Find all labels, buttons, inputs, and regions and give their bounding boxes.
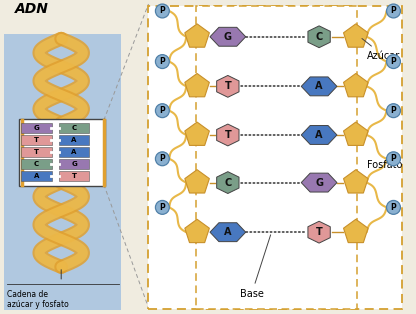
- Circle shape: [156, 55, 169, 68]
- Polygon shape: [185, 170, 209, 193]
- Circle shape: [156, 152, 169, 166]
- FancyBboxPatch shape: [21, 147, 52, 157]
- Text: T: T: [34, 137, 39, 143]
- Text: T: T: [72, 173, 77, 179]
- Text: T: T: [225, 130, 231, 140]
- Polygon shape: [344, 122, 368, 145]
- Text: A: A: [72, 137, 77, 143]
- Circle shape: [156, 200, 169, 214]
- Text: C: C: [224, 178, 231, 187]
- Polygon shape: [217, 172, 239, 193]
- Polygon shape: [344, 219, 368, 243]
- Text: P: P: [159, 203, 165, 212]
- Polygon shape: [210, 223, 246, 242]
- FancyBboxPatch shape: [21, 171, 52, 181]
- Polygon shape: [301, 173, 337, 192]
- Text: P: P: [159, 154, 165, 163]
- Circle shape: [386, 4, 401, 18]
- Circle shape: [386, 200, 401, 214]
- Polygon shape: [308, 26, 330, 48]
- Text: T: T: [316, 227, 322, 237]
- Text: C: C: [72, 125, 77, 131]
- Polygon shape: [185, 73, 209, 97]
- Polygon shape: [344, 73, 368, 97]
- Text: G: G: [71, 161, 77, 167]
- Text: P: P: [159, 57, 165, 66]
- Text: G: G: [315, 178, 323, 187]
- Polygon shape: [301, 126, 337, 144]
- Polygon shape: [308, 221, 330, 243]
- Text: P: P: [391, 106, 396, 115]
- FancyBboxPatch shape: [4, 34, 121, 310]
- Text: P: P: [391, 57, 396, 66]
- Text: Cadena de
azúcar y fosfato: Cadena de azúcar y fosfato: [7, 290, 68, 309]
- Circle shape: [156, 4, 169, 18]
- Text: A: A: [315, 130, 323, 140]
- Text: P: P: [159, 7, 165, 15]
- Text: G: G: [34, 125, 39, 131]
- Text: Fosfato: Fosfato: [367, 160, 402, 170]
- FancyBboxPatch shape: [59, 123, 89, 133]
- Polygon shape: [217, 75, 239, 97]
- Polygon shape: [344, 170, 368, 193]
- FancyBboxPatch shape: [196, 6, 357, 309]
- Text: ADN: ADN: [15, 2, 48, 16]
- Polygon shape: [185, 122, 209, 145]
- Text: C: C: [34, 161, 39, 167]
- Text: P: P: [391, 154, 396, 163]
- Text: A: A: [34, 173, 39, 179]
- Circle shape: [386, 152, 401, 166]
- Circle shape: [156, 104, 169, 118]
- FancyBboxPatch shape: [59, 171, 89, 181]
- Polygon shape: [185, 24, 209, 47]
- FancyBboxPatch shape: [21, 159, 52, 169]
- FancyBboxPatch shape: [19, 119, 105, 186]
- Polygon shape: [217, 124, 239, 146]
- FancyBboxPatch shape: [59, 135, 89, 145]
- FancyBboxPatch shape: [21, 135, 52, 145]
- FancyBboxPatch shape: [59, 147, 89, 157]
- Text: Base: Base: [240, 235, 271, 299]
- Circle shape: [386, 104, 401, 118]
- Text: Azúcar: Azúcar: [362, 39, 400, 61]
- Text: C: C: [315, 32, 323, 42]
- Text: P: P: [391, 203, 396, 212]
- Text: A: A: [315, 81, 323, 91]
- Text: A: A: [224, 227, 232, 237]
- Text: P: P: [391, 7, 396, 15]
- FancyBboxPatch shape: [21, 123, 52, 133]
- FancyBboxPatch shape: [149, 6, 402, 309]
- Text: P: P: [159, 106, 165, 115]
- Text: G: G: [224, 32, 232, 42]
- Text: T: T: [225, 81, 231, 91]
- Polygon shape: [185, 219, 209, 243]
- Polygon shape: [301, 77, 337, 96]
- Polygon shape: [210, 27, 246, 46]
- FancyBboxPatch shape: [59, 159, 89, 169]
- Text: A: A: [72, 149, 77, 155]
- Circle shape: [386, 55, 401, 68]
- Text: T: T: [34, 149, 39, 155]
- Polygon shape: [344, 24, 368, 47]
